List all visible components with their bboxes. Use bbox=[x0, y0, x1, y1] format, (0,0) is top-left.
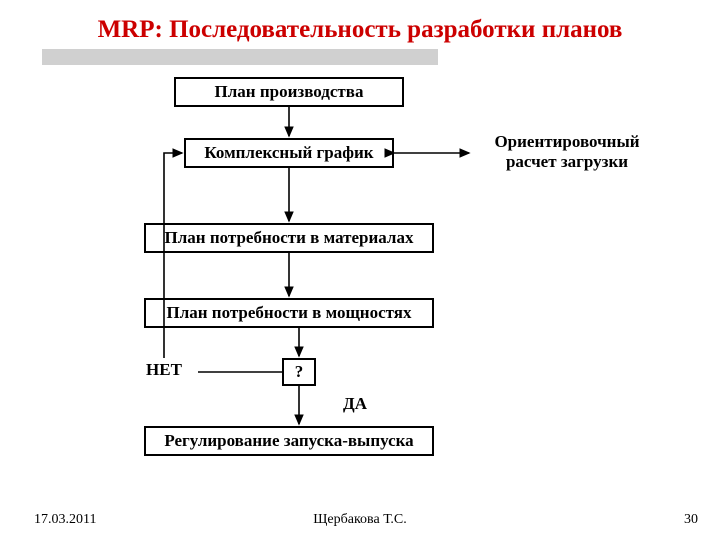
flow-node-n8: ДА bbox=[332, 393, 378, 415]
flow-node-n7: ? bbox=[282, 358, 316, 386]
flow-node-n9: Регулирование запуска-выпуска bbox=[144, 426, 434, 456]
flow-node-n1: План производства bbox=[174, 77, 404, 107]
footer-author: Щербакова Т.С. bbox=[0, 512, 720, 528]
footer-page: 30 bbox=[684, 512, 698, 528]
flow-node-n3: Ориентировочный расчет загрузки bbox=[475, 128, 659, 176]
grey-bar bbox=[42, 49, 438, 65]
flow-node-n6: НЕТ bbox=[130, 358, 198, 382]
flow-node-n2: Комплексный график bbox=[184, 138, 394, 168]
flow-node-n5: План потребности в мощностях bbox=[144, 298, 434, 328]
flow-node-n4: План потребности в материалах bbox=[144, 223, 434, 253]
page-title: MRP: Последовательность разработки плано… bbox=[0, 16, 720, 44]
